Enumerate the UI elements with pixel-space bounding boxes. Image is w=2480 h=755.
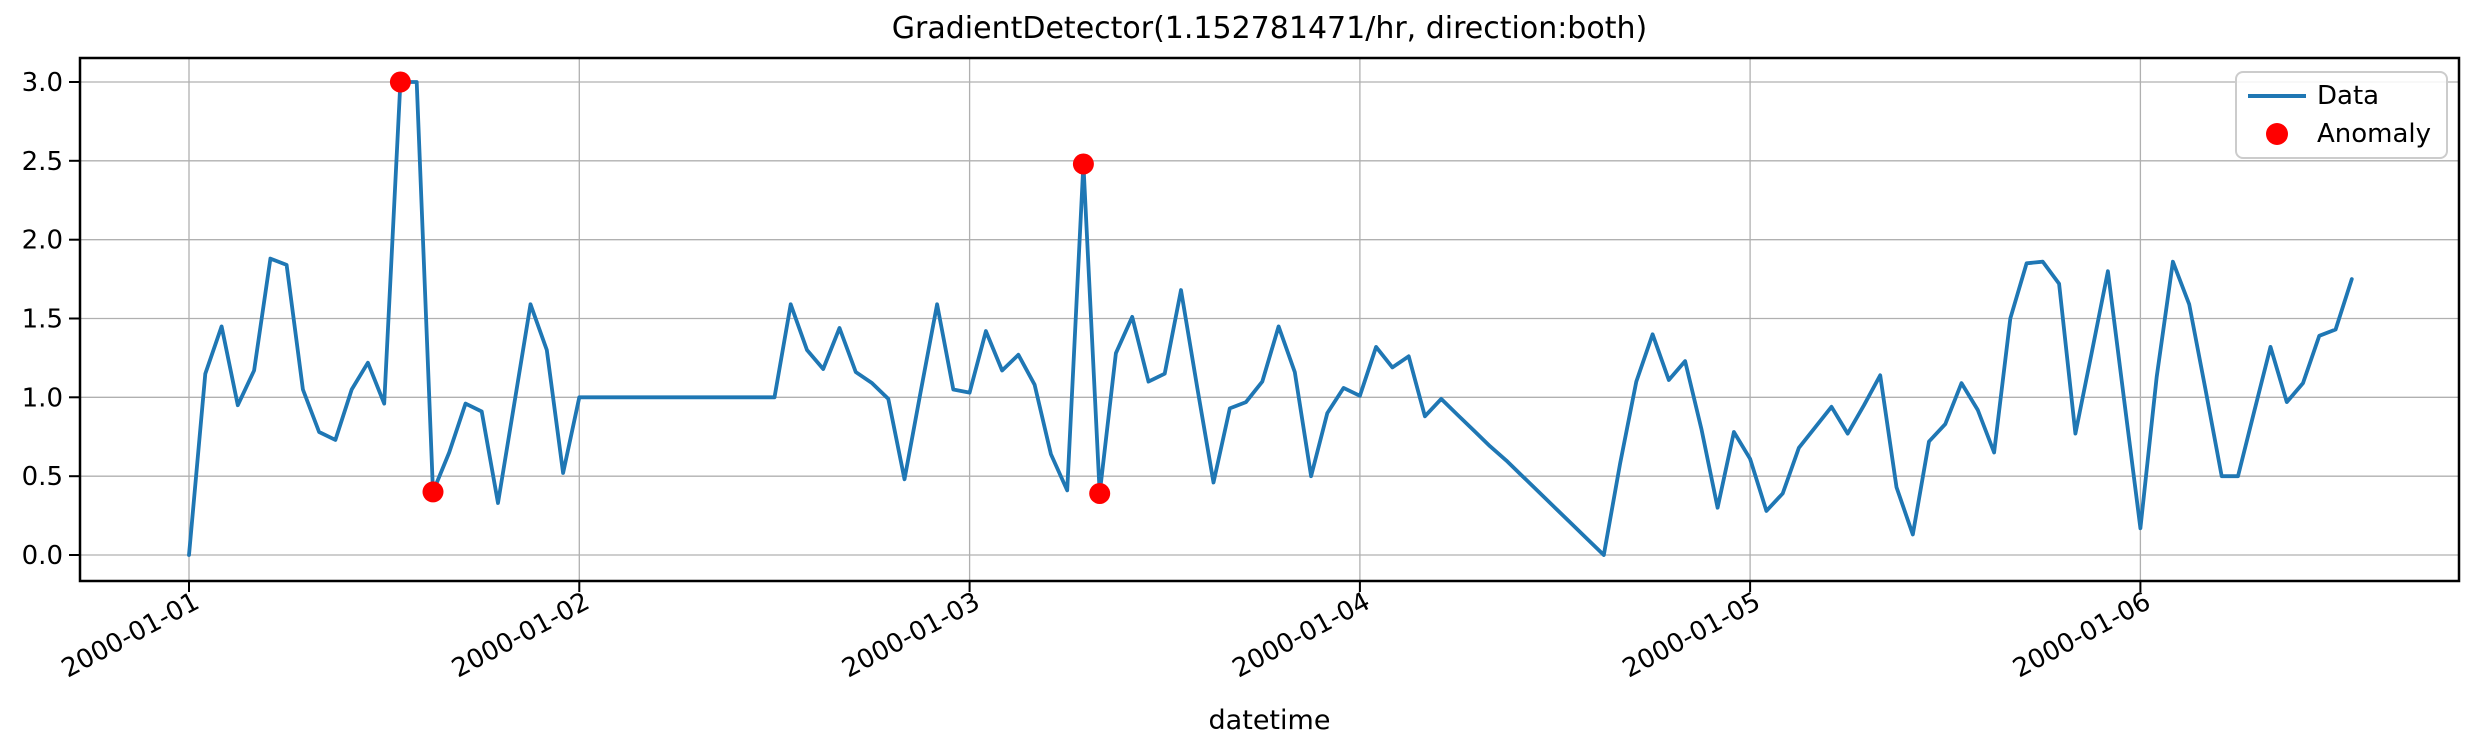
anomaly-point — [422, 481, 444, 503]
anomaly-point — [1089, 483, 1111, 504]
y-tick-label: 3.0 — [22, 68, 63, 98]
x-tick-label: 2000-01-03 — [837, 587, 985, 684]
legend-label-data: Data — [2317, 81, 2380, 112]
dot-swatch-icon — [2266, 122, 2288, 145]
y-tick-label: 1.5 — [22, 305, 63, 335]
x-tick-label: 2000-01-06 — [2008, 587, 2156, 684]
y-tick-label: 2.0 — [22, 226, 63, 256]
x-tick-label: 2000-01-05 — [1618, 587, 1766, 684]
x-tick-label: 2000-01-01 — [57, 587, 205, 684]
data-line — [187, 80, 2354, 557]
legend-swatch-area — [2237, 94, 2317, 99]
legend-swatch-area — [2237, 122, 2317, 145]
x-tick-label: 2000-01-04 — [1228, 587, 1376, 684]
x-axis-label: datetime — [1208, 705, 1331, 736]
y-tick-label: 0.5 — [22, 462, 63, 492]
y-tick-label: 0.0 — [22, 541, 63, 571]
x-tick-label: 2000-01-02 — [447, 587, 595, 684]
legend-item-data: Data — [2237, 78, 2446, 114]
y-tick-label: 2.5 — [22, 147, 63, 177]
plot-border — [78, 56, 2461, 583]
legend-label-anomaly: Anomaly — [2317, 118, 2432, 149]
anomaly-point — [389, 71, 411, 93]
anomaly-point — [1072, 153, 1094, 175]
line-swatch-icon — [2248, 94, 2306, 99]
legend: Data Anomaly — [2235, 71, 2448, 159]
chart-title: GradientDetector(1.152781471/hr, directi… — [891, 11, 1648, 46]
y-tick-label: 1.0 — [22, 383, 63, 413]
legend-item-anomaly: Anomaly — [2237, 116, 2446, 152]
